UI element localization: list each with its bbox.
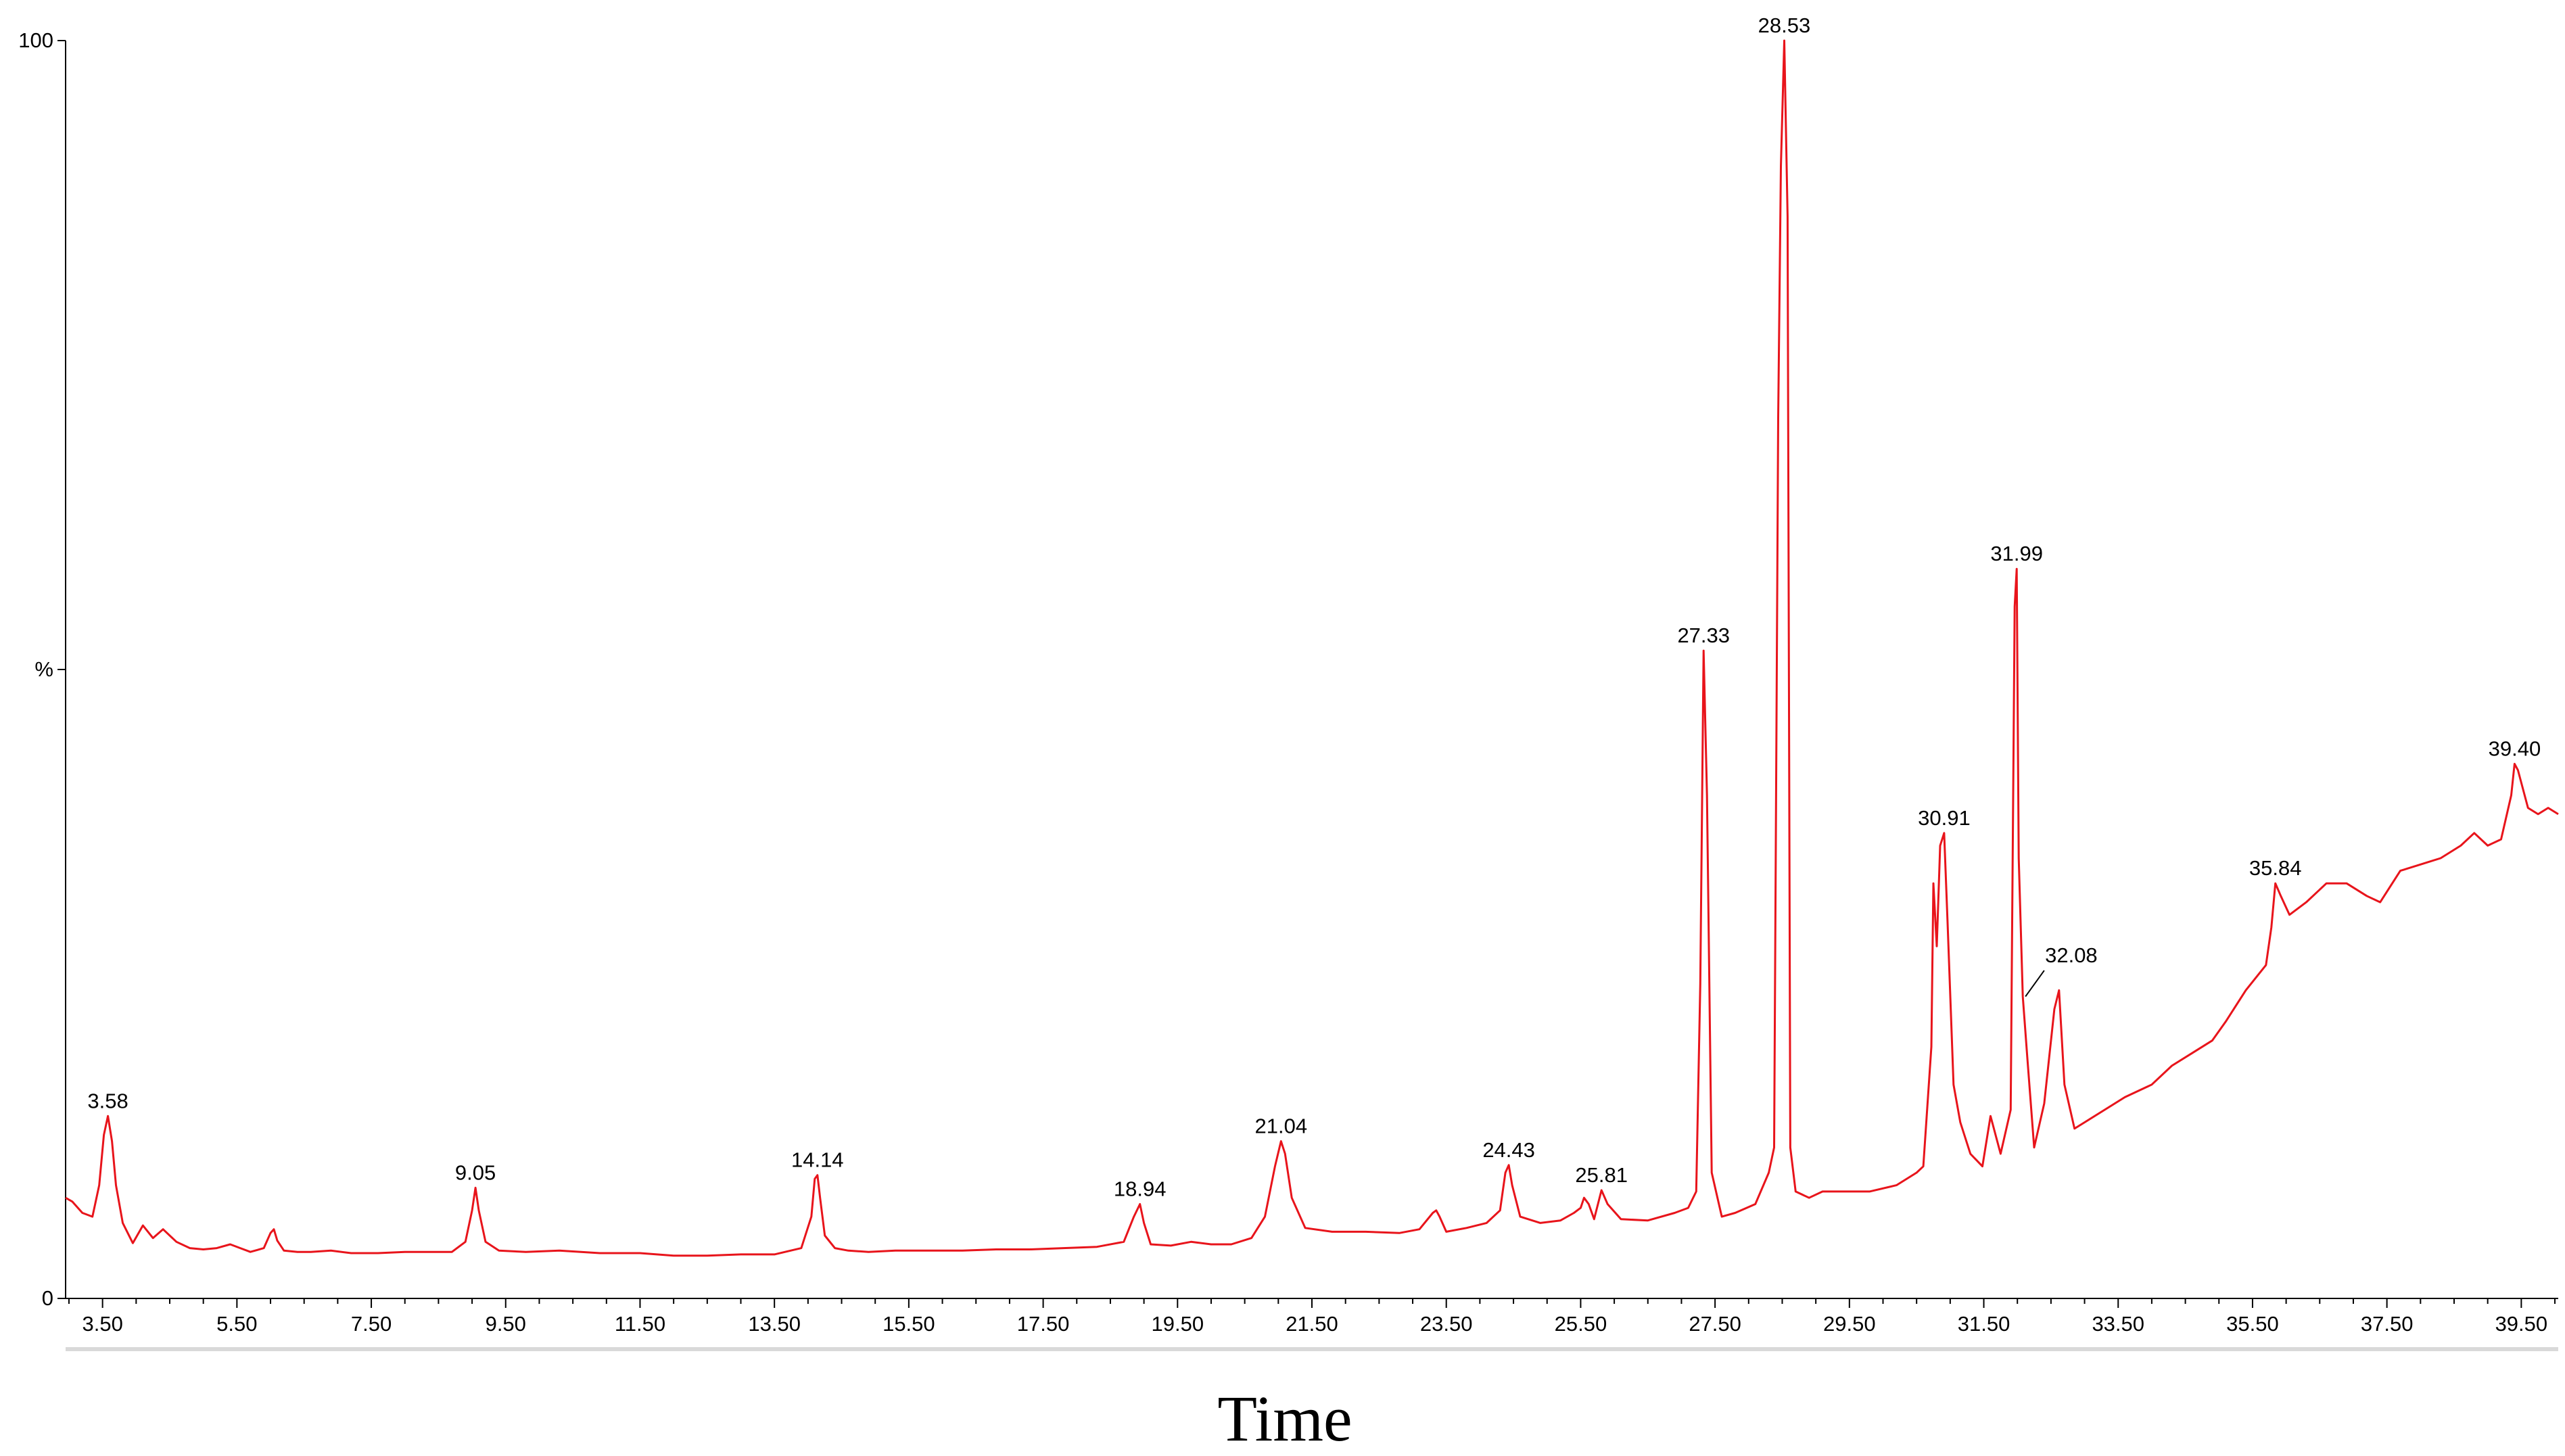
x-tick-label: 11.50 xyxy=(615,1312,665,1336)
y-tick-label: 100 xyxy=(18,28,53,52)
x-tick-label: 13.50 xyxy=(748,1312,801,1336)
x-axis-title: Time xyxy=(1217,1382,1352,1455)
axes xyxy=(65,41,2558,1351)
peak-label: 39.40 xyxy=(2489,737,2541,761)
x-tick-label: 7.50 xyxy=(351,1312,392,1336)
peak-label: 28.53 xyxy=(1758,14,1811,37)
peak-label: 21.04 xyxy=(1255,1114,1308,1138)
peak-leader-line xyxy=(2025,970,2045,997)
y-tick-label: 0 xyxy=(42,1286,53,1310)
y-ticks: 100% 0 xyxy=(18,28,66,1310)
peak-label: 30.91 xyxy=(1918,806,1971,830)
peak-label: 25.81 xyxy=(1575,1163,1628,1187)
x-tick-label: 27.50 xyxy=(1689,1312,1741,1336)
peak-label: 31.99 xyxy=(1990,542,2043,565)
x-tick-label: 29.50 xyxy=(1823,1312,1876,1336)
x-tick-label: 35.50 xyxy=(2226,1312,2279,1336)
peak-label: 9.05 xyxy=(455,1160,496,1184)
x-tick-label: 17.50 xyxy=(1017,1312,1070,1336)
x-tick-label: 9.50 xyxy=(486,1312,526,1336)
x-tick-label: 21.50 xyxy=(1286,1312,1338,1336)
x-tick-label: 19.50 xyxy=(1152,1312,1204,1336)
x-axis-band xyxy=(66,1347,2558,1351)
series-line xyxy=(65,39,2559,1257)
x-tick-label: 37.50 xyxy=(2361,1312,2414,1336)
y-tick-label: % xyxy=(34,657,53,681)
x-tick-label: 15.50 xyxy=(883,1312,935,1336)
x-tick-label: 33.50 xyxy=(2092,1312,2144,1336)
peak-label: 32.08 xyxy=(2045,943,2098,967)
peak-label: 14.14 xyxy=(791,1148,844,1172)
x-tick-label: 39.50 xyxy=(2495,1312,2548,1336)
peak-label: 3.58 xyxy=(87,1089,128,1112)
peak-label: 27.33 xyxy=(1677,624,1730,647)
x-ticks: 3.50 5.50 7.50 9.50 11.50 13.50 15.50 17.50 19.5… xyxy=(68,1298,2556,1336)
x-tick-label: 31.50 xyxy=(1958,1312,2010,1336)
x-tick-label: 23.50 xyxy=(1420,1312,1473,1336)
x-tick-label: 25.50 xyxy=(1555,1312,1607,1336)
x-tick-label: 5.50 xyxy=(216,1312,257,1336)
x-tick-label: 3.50 xyxy=(82,1312,122,1336)
peak-label: 24.43 xyxy=(1482,1138,1535,1162)
peak-label: 35.84 xyxy=(2249,856,2302,880)
peak-labels: 3.58 9.05 14.14 18.94 21.04 24.43 25.81 27.33 28… xyxy=(87,14,2541,1201)
peak-label: 18.94 xyxy=(1114,1177,1167,1201)
